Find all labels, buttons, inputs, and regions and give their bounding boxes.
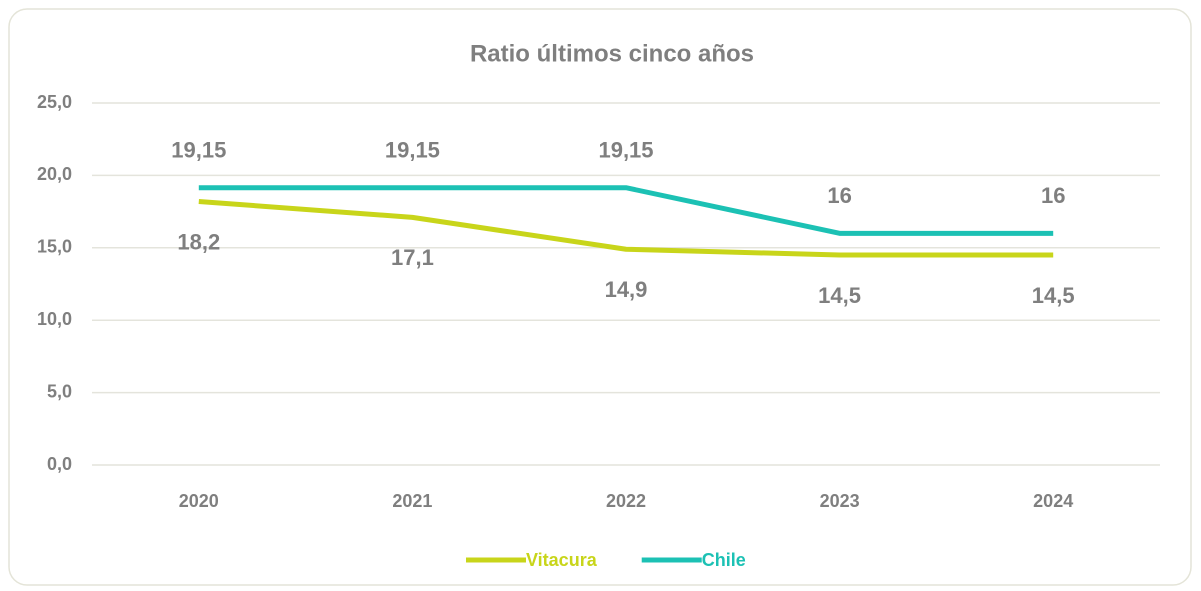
data-label: 19,15 (598, 138, 653, 163)
legend-label: Vitacura (526, 550, 598, 570)
chart-frame (8, 8, 1192, 586)
x-tick-label: 2022 (606, 491, 646, 511)
data-label: 19,15 (171, 138, 226, 163)
data-label: 16 (827, 183, 851, 208)
x-tick-label: 2023 (820, 491, 860, 511)
data-label: 14,5 (1032, 283, 1075, 308)
y-tick-label: 25,0 (37, 92, 72, 112)
y-tick-label: 20,0 (37, 164, 72, 184)
data-label: 19,15 (385, 138, 440, 163)
y-tick-label: 0,0 (47, 454, 72, 474)
data-label: 14,9 (605, 277, 648, 302)
x-tick-label: 2020 (179, 491, 219, 511)
data-label: 14,5 (818, 283, 861, 308)
data-label: 17,1 (391, 245, 434, 270)
series-line (198, 185, 1054, 236)
chart-title: Ratio últimos cinco años (470, 40, 754, 67)
data-label: 16 (1041, 183, 1065, 208)
legend-label: Chile (702, 550, 746, 570)
y-tick-label: 10,0 (37, 309, 72, 329)
data-label: 18,2 (177, 229, 220, 254)
y-tick-label: 15,0 (37, 237, 72, 257)
series-line (198, 198, 1054, 258)
x-tick-label: 2024 (1033, 491, 1073, 511)
x-tick-label: 2021 (392, 491, 432, 511)
y-tick-label: 5,0 (47, 381, 72, 401)
